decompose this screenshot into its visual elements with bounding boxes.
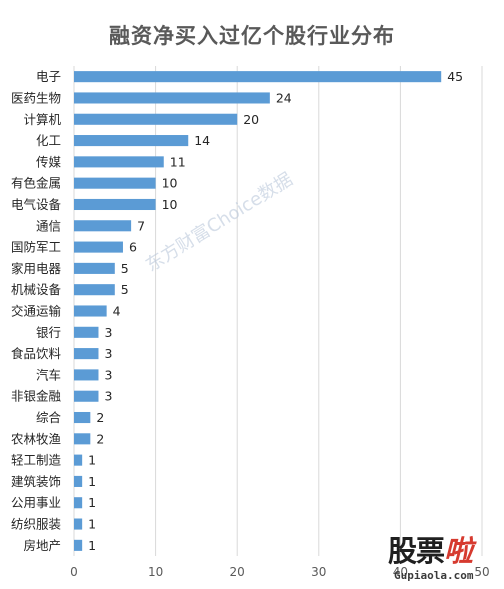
bar [74, 390, 99, 402]
bar [74, 262, 115, 274]
x-tick-label: 40 [393, 565, 408, 579]
category-label: 医药生物 [11, 90, 61, 105]
x-tick-label: 50 [474, 565, 489, 579]
x-tick-label: 10 [148, 565, 163, 579]
bar [74, 348, 99, 360]
data-label: 5 [121, 282, 129, 297]
bar [74, 539, 83, 551]
bar [74, 284, 115, 296]
bar [74, 433, 91, 445]
bar [74, 518, 83, 530]
data-label: 45 [447, 69, 463, 84]
bar [74, 454, 83, 466]
bar [74, 369, 99, 381]
data-label: 4 [113, 304, 121, 319]
data-label: 5 [121, 261, 129, 276]
category-label: 公用事业 [11, 495, 61, 510]
category-label: 传媒 [36, 154, 62, 169]
category-label: 机械设备 [11, 282, 62, 297]
category-label: 家用电器 [11, 261, 62, 276]
logo-accent-char: 啦 [444, 534, 473, 568]
logo-domain: Gupiaola.com [394, 569, 474, 582]
bar [74, 411, 91, 424]
data-label: 1 [88, 474, 96, 489]
data-label: 1 [88, 453, 96, 468]
bar [74, 135, 189, 147]
data-label: 3 [104, 346, 112, 361]
category-label: 有色金属 [11, 176, 61, 191]
data-label: 6 [129, 240, 137, 255]
bar [74, 475, 83, 487]
x-tick-label: 30 [311, 565, 326, 579]
category-labels: 电子医药生物计算机化工传媒有色金属电气设备通信国防军工家用电器机械设备交通运输银… [11, 69, 62, 553]
bar [74, 241, 123, 253]
data-label: 24 [276, 90, 292, 105]
bar [74, 177, 156, 189]
category-label: 汽车 [36, 367, 61, 382]
bar [74, 71, 442, 83]
data-label: 7 [137, 218, 145, 233]
data-label: 20 [243, 112, 259, 127]
category-label: 轻工制造 [11, 453, 62, 468]
data-label: 10 [162, 197, 178, 212]
data-label: 3 [104, 367, 112, 382]
data-label: 2 [96, 410, 104, 425]
category-label: 电气设备 [11, 197, 62, 212]
data-label: 14 [194, 133, 210, 148]
data-label: 10 [162, 176, 178, 191]
category-label: 计算机 [23, 112, 61, 127]
chart-title: 融资净买入过亿个股行业分布 [109, 24, 395, 48]
bar [74, 156, 164, 168]
logo-main-text: 股票啦 [388, 528, 473, 570]
x-tick-label: 0 [70, 565, 78, 579]
data-label: 1 [88, 495, 96, 510]
data-label: 1 [88, 538, 96, 553]
bar [74, 220, 132, 232]
logo-main-chars: 股票 [388, 534, 445, 568]
category-label: 通信 [36, 218, 61, 233]
data-label: 2 [96, 431, 104, 446]
bar [74, 326, 99, 338]
bar [74, 497, 83, 509]
bar [74, 113, 238, 125]
category-label: 交通运输 [11, 304, 62, 319]
category-label: 建筑装饰 [11, 474, 61, 489]
category-label: 房地产 [23, 538, 61, 553]
category-label: 综合 [36, 410, 62, 425]
bars [74, 71, 442, 551]
bar [74, 198, 156, 211]
data-label: 3 [104, 325, 112, 340]
site-logo: 股票啦 Gupiaola.com [388, 528, 498, 584]
category-label: 电子 [36, 69, 61, 84]
data-label: 11 [170, 154, 186, 169]
category-label: 纺织服装 [11, 517, 61, 532]
data-label: 3 [104, 389, 112, 404]
category-label: 国防军工 [11, 240, 61, 255]
data-label: 1 [88, 517, 96, 532]
category-label: 食品饮料 [11, 346, 62, 361]
category-label: 农林牧渔 [11, 431, 61, 446]
x-tick-label: 20 [230, 565, 245, 579]
grid-lines [73, 66, 483, 556]
category-label: 银行 [36, 325, 61, 340]
category-label: 非银金融 [11, 389, 62, 404]
x-axis-ticks: 0 10 20 30 40 50 [70, 565, 489, 579]
bar [74, 92, 270, 104]
category-label: 化工 [36, 133, 61, 148]
bar [74, 305, 107, 317]
